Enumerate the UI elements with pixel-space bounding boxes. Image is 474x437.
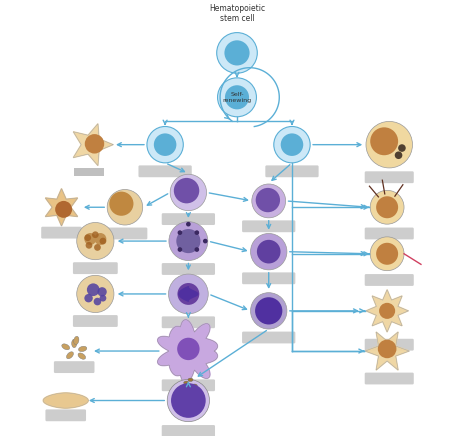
Circle shape [176, 229, 201, 253]
Circle shape [85, 134, 104, 153]
Circle shape [84, 234, 91, 241]
Circle shape [174, 178, 199, 203]
Circle shape [225, 85, 249, 109]
Polygon shape [179, 287, 198, 301]
Ellipse shape [192, 384, 197, 388]
Circle shape [203, 239, 208, 243]
Polygon shape [46, 189, 78, 226]
Circle shape [370, 237, 404, 271]
Circle shape [178, 247, 182, 252]
FancyBboxPatch shape [162, 213, 215, 225]
Circle shape [168, 274, 208, 314]
FancyBboxPatch shape [365, 171, 414, 183]
Text: Self-
renewing: Self- renewing [222, 92, 252, 103]
Circle shape [366, 121, 412, 168]
Text: Hematopoietic
stem cell: Hematopoietic stem cell [209, 3, 265, 23]
Circle shape [154, 133, 176, 156]
Circle shape [251, 233, 287, 270]
FancyBboxPatch shape [162, 263, 215, 275]
Circle shape [94, 233, 106, 245]
FancyBboxPatch shape [138, 165, 192, 177]
Circle shape [376, 196, 398, 218]
Ellipse shape [72, 339, 77, 348]
Circle shape [84, 294, 93, 302]
Circle shape [94, 298, 101, 305]
FancyBboxPatch shape [242, 272, 295, 284]
Ellipse shape [188, 378, 193, 382]
Circle shape [194, 247, 199, 252]
Circle shape [55, 201, 72, 218]
FancyBboxPatch shape [73, 315, 118, 327]
Circle shape [170, 174, 207, 211]
Circle shape [257, 240, 281, 264]
Circle shape [281, 133, 303, 156]
FancyBboxPatch shape [46, 409, 86, 421]
Circle shape [177, 283, 199, 305]
FancyBboxPatch shape [365, 339, 414, 350]
Circle shape [92, 231, 99, 238]
Circle shape [274, 126, 310, 163]
Circle shape [147, 126, 183, 163]
Ellipse shape [73, 336, 79, 345]
FancyBboxPatch shape [242, 220, 295, 232]
FancyBboxPatch shape [265, 165, 319, 177]
Polygon shape [43, 393, 88, 408]
Circle shape [378, 340, 396, 358]
Circle shape [398, 144, 406, 152]
Polygon shape [366, 290, 408, 332]
Circle shape [370, 191, 404, 224]
Circle shape [376, 243, 398, 265]
Circle shape [224, 40, 250, 66]
Circle shape [178, 230, 182, 235]
FancyBboxPatch shape [162, 316, 215, 328]
Polygon shape [158, 320, 218, 382]
Circle shape [379, 303, 395, 319]
FancyBboxPatch shape [365, 228, 414, 239]
Circle shape [252, 184, 286, 218]
Circle shape [87, 283, 100, 296]
Circle shape [218, 78, 256, 117]
Circle shape [167, 379, 210, 422]
Circle shape [94, 244, 101, 251]
Circle shape [177, 338, 200, 360]
Ellipse shape [62, 344, 70, 350]
FancyBboxPatch shape [242, 332, 295, 343]
FancyBboxPatch shape [365, 274, 414, 286]
Circle shape [251, 293, 287, 329]
Circle shape [255, 188, 280, 212]
Circle shape [255, 297, 283, 325]
Circle shape [86, 242, 92, 249]
FancyBboxPatch shape [73, 262, 118, 274]
Polygon shape [365, 332, 409, 370]
Circle shape [194, 230, 199, 235]
Circle shape [169, 222, 208, 260]
Polygon shape [73, 124, 113, 166]
FancyBboxPatch shape [74, 168, 104, 176]
Circle shape [84, 233, 96, 245]
Circle shape [217, 33, 257, 73]
FancyBboxPatch shape [162, 379, 215, 391]
Ellipse shape [79, 346, 87, 352]
FancyBboxPatch shape [365, 373, 414, 385]
Circle shape [109, 191, 134, 216]
Circle shape [171, 383, 206, 418]
Circle shape [395, 152, 402, 159]
FancyBboxPatch shape [54, 361, 94, 373]
Ellipse shape [66, 352, 73, 359]
FancyBboxPatch shape [41, 227, 82, 239]
Circle shape [107, 190, 143, 225]
Circle shape [370, 127, 398, 155]
Circle shape [100, 295, 106, 302]
FancyBboxPatch shape [102, 228, 147, 239]
Ellipse shape [184, 381, 189, 385]
FancyBboxPatch shape [162, 425, 215, 437]
Circle shape [77, 222, 114, 260]
Circle shape [186, 222, 191, 226]
Circle shape [98, 287, 107, 296]
Ellipse shape [78, 353, 86, 359]
Circle shape [100, 238, 106, 244]
Circle shape [77, 275, 114, 312]
